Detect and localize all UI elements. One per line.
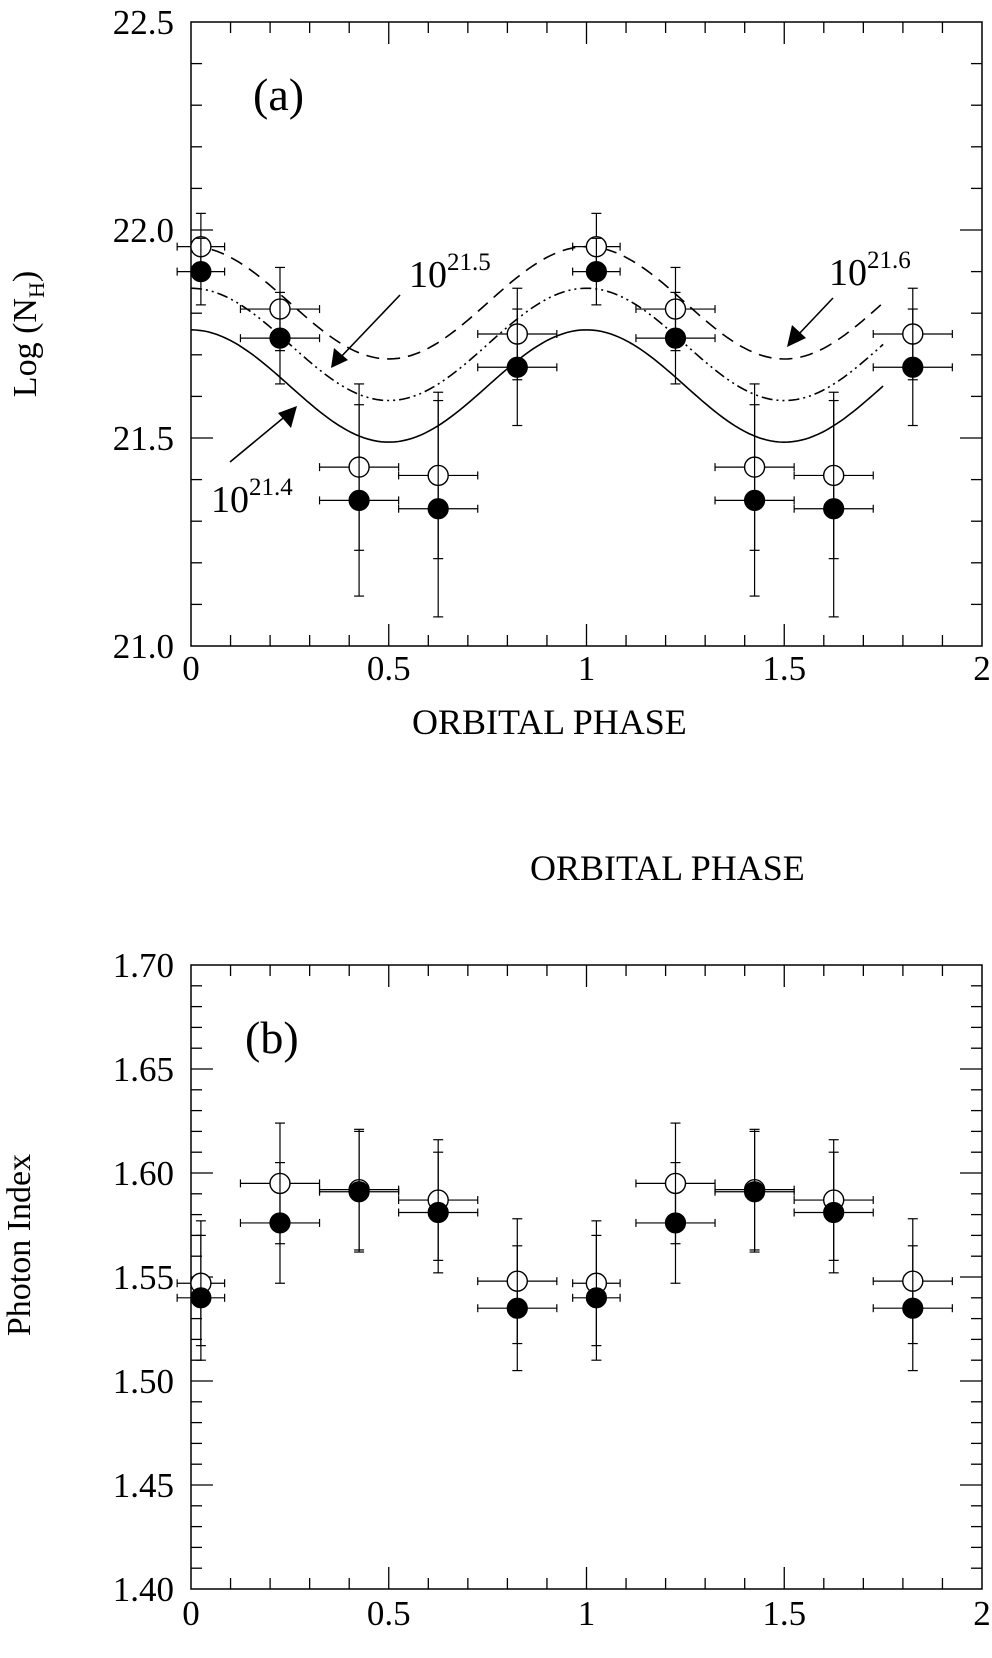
panel-a-xlabel: ORBITAL PHASE — [412, 702, 687, 742]
data-point-filled — [572, 237, 621, 306]
data-point-filled — [714, 1130, 795, 1253]
panel-a-tick-labels: 0 0.5 1 1.5 2 21.0 21.5 22.0 22.5 — [113, 3, 991, 688]
x-tick-label: 1 — [578, 1594, 596, 1633]
panel-b: ORBITAL PHASE 0 0.5 1 1.5 2 1.40 1.45 1.50 1.55 1… — [1, 848, 991, 1633]
curve-label-21.4: 1021.4 — [211, 474, 293, 521]
panel-a-tag: (a) — [253, 69, 304, 120]
panel-b-ticks — [191, 965, 982, 1589]
filled-circle-marker — [743, 1181, 766, 1203]
data-point-filled — [477, 308, 558, 427]
panel-b-title: ORBITAL PHASE — [530, 848, 805, 888]
y-tick-label: 1.40 — [113, 1570, 174, 1609]
y-tick-label: 1.60 — [113, 1154, 174, 1193]
data-point-filled — [239, 291, 321, 385]
x-tick-label: 1.5 — [762, 1594, 806, 1633]
y-tick-label: 1.45 — [113, 1466, 174, 1505]
panel-b-frame — [190, 964, 983, 1590]
panel-a-model-curves — [190, 245, 884, 444]
model-21.6 — [190, 245, 884, 360]
y-tick-label: 21.0 — [113, 627, 174, 666]
filled-circle-marker — [902, 356, 924, 378]
arrow-21.5 — [331, 294, 401, 368]
y-tick-label: 1.65 — [113, 1050, 174, 1089]
data-point-filled — [635, 291, 716, 385]
data-point-filled — [872, 1245, 953, 1372]
filled-circle-marker — [269, 1212, 291, 1234]
filled-circle-marker — [348, 1181, 370, 1203]
panel-a-frame — [190, 21, 983, 647]
panel-b-tag: (b) — [245, 1012, 299, 1063]
x-tick-label: 2 — [973, 1594, 991, 1633]
filled-circle-marker — [427, 1201, 449, 1224]
filled-circle-marker — [269, 327, 291, 349]
model-21.4 — [190, 329, 884, 444]
data-point-filled — [793, 1151, 874, 1274]
panel-a: 0 0.5 1 1.5 2 21.0 21.5 22.0 22.5 (a) ORBITAL PH… — [7, 3, 991, 742]
data-point-filled — [635, 1161, 716, 1284]
data-point-filled — [872, 308, 953, 427]
x-tick-label: 2 — [973, 649, 991, 688]
curve-label-21.6: 1021.6 — [829, 247, 911, 294]
filled-circle-marker — [902, 1297, 924, 1319]
x-tick-label: 0 — [182, 1594, 200, 1633]
y-tick-label: 1.55 — [113, 1258, 174, 1297]
data-point-filled — [239, 1161, 321, 1284]
filled-circle-marker — [823, 1201, 845, 1224]
filled-circle-marker — [190, 261, 212, 283]
y-tick-label: 22.5 — [113, 3, 174, 42]
filled-circle-marker — [506, 1297, 528, 1319]
x-tick-label: 1 — [578, 649, 596, 688]
data-point-filled — [714, 404, 795, 597]
filled-circle-marker — [348, 489, 370, 511]
filled-circle-marker — [190, 1287, 212, 1309]
x-tick-label: 1.5 — [762, 649, 806, 688]
arrow-21.6 — [787, 297, 834, 347]
panel-b-ylabel: Photon Index — [1, 1154, 38, 1336]
panel-a-data-points — [176, 212, 953, 618]
filled-circle-marker — [427, 498, 449, 520]
filled-circle-marker — [506, 356, 528, 378]
panel-b-tick-labels: 0 0.5 1 1.5 2 1.40 1.45 1.50 1.55 1.60 1.65 1.70 — [113, 946, 991, 1633]
data-point-filled — [398, 399, 479, 618]
data-point-filled — [176, 237, 226, 306]
data-point-filled — [176, 1234, 226, 1361]
x-tick-label: 0.5 — [367, 1594, 411, 1633]
data-point-filled — [398, 1151, 479, 1274]
model-21.5 — [190, 287, 884, 402]
data-point-filled — [477, 1245, 558, 1372]
data-point-filled — [793, 399, 874, 618]
y-tick-label: 22.0 — [113, 211, 174, 250]
data-point-filled — [572, 1234, 621, 1361]
y-tick-label: 1.70 — [113, 946, 174, 985]
curve-label-21.5: 1021.5 — [409, 249, 491, 296]
panel-a-ylabel: Log (NH) — [7, 271, 49, 397]
filled-circle-marker — [743, 489, 766, 511]
y-tick-label: 21.5 — [113, 419, 174, 458]
panel-a-ticks — [191, 22, 982, 646]
x-tick-label: 0.5 — [367, 649, 411, 688]
arrow-21.4 — [229, 406, 297, 463]
filled-circle-marker — [585, 261, 607, 283]
filled-circle-marker — [664, 1212, 687, 1234]
filled-circle-marker — [585, 1287, 607, 1309]
data-point-filled — [318, 404, 400, 597]
data-point-filled — [318, 1130, 400, 1253]
filled-circle-marker — [823, 498, 845, 520]
panel-b-data-points — [176, 1122, 953, 1372]
x-tick-label: 0 — [182, 649, 200, 688]
y-tick-label: 1.50 — [113, 1362, 174, 1401]
filled-circle-marker — [664, 327, 687, 349]
